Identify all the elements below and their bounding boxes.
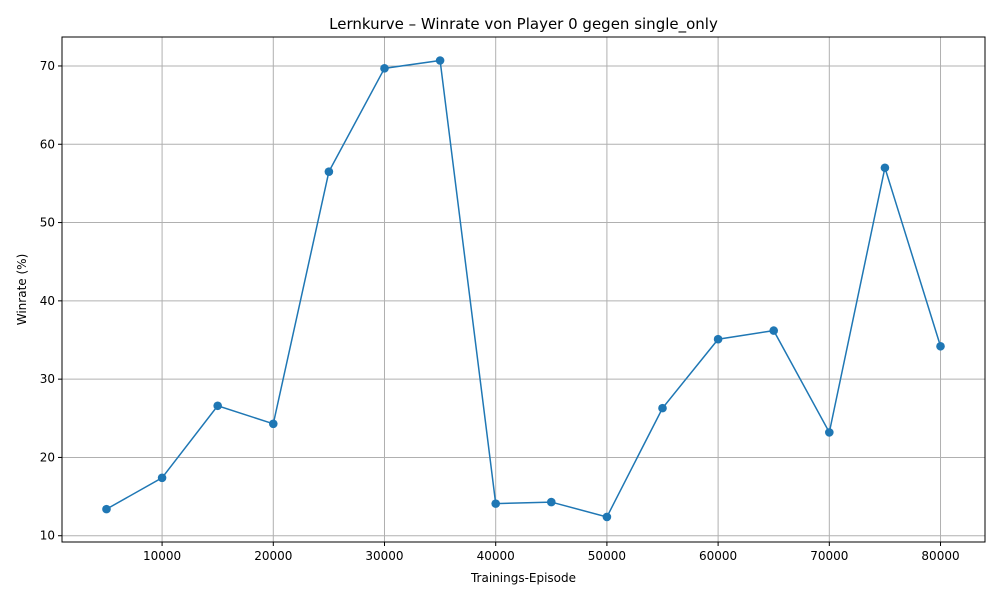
- ticks-layer: 10000 20000 30000 40000 50000 60000 70000 80000…: [40, 59, 960, 563]
- x-tick-label: 60000: [699, 549, 737, 563]
- y-tick-label: 60: [40, 137, 55, 151]
- data-point: [936, 341, 945, 351]
- x-tick-label: 30000: [365, 549, 403, 563]
- data-point: [547, 497, 556, 507]
- x-tick-label: 50000: [588, 549, 626, 563]
- data-point: [491, 499, 500, 508]
- data-point: [602, 512, 612, 522]
- x-tick-label: 10000: [143, 549, 181, 563]
- y-tick-label: 20: [40, 450, 55, 464]
- y-tick-label: 70: [40, 59, 55, 73]
- y-tick-label: 10: [40, 529, 55, 543]
- x-tick-label: 80000: [921, 549, 959, 563]
- plot-frame: [61, 36, 986, 543]
- y-axis-label: Winrate (%): [15, 254, 29, 326]
- y-tick-label: 50: [40, 216, 55, 230]
- y-tick-label: 40: [40, 294, 55, 308]
- grid-layer: [62, 37, 985, 542]
- data-point: [157, 473, 167, 483]
- data-point: [268, 419, 278, 429]
- data-point: [380, 64, 389, 73]
- data-point: [769, 326, 779, 335]
- x-tick-label: 70000: [810, 549, 848, 563]
- x-tick-label: 20000: [254, 549, 292, 563]
- data-point: [825, 428, 834, 437]
- series-line: [106, 59, 942, 518]
- data-point: [435, 56, 445, 65]
- y-tick-label: 30: [40, 372, 55, 386]
- data-point: [324, 167, 334, 176]
- data-point: [213, 401, 222, 411]
- data-point: [658, 403, 667, 413]
- data-point: [880, 163, 890, 173]
- series-layer: [102, 56, 945, 522]
- x-tick-label: 40000: [477, 549, 515, 563]
- x-axis-label: Trainings-Episode: [470, 571, 576, 585]
- chart-title: Lernkurve – Winrate von Player 0 gegen s…: [329, 15, 718, 34]
- data-point: [713, 334, 723, 344]
- data-point: [102, 504, 111, 514]
